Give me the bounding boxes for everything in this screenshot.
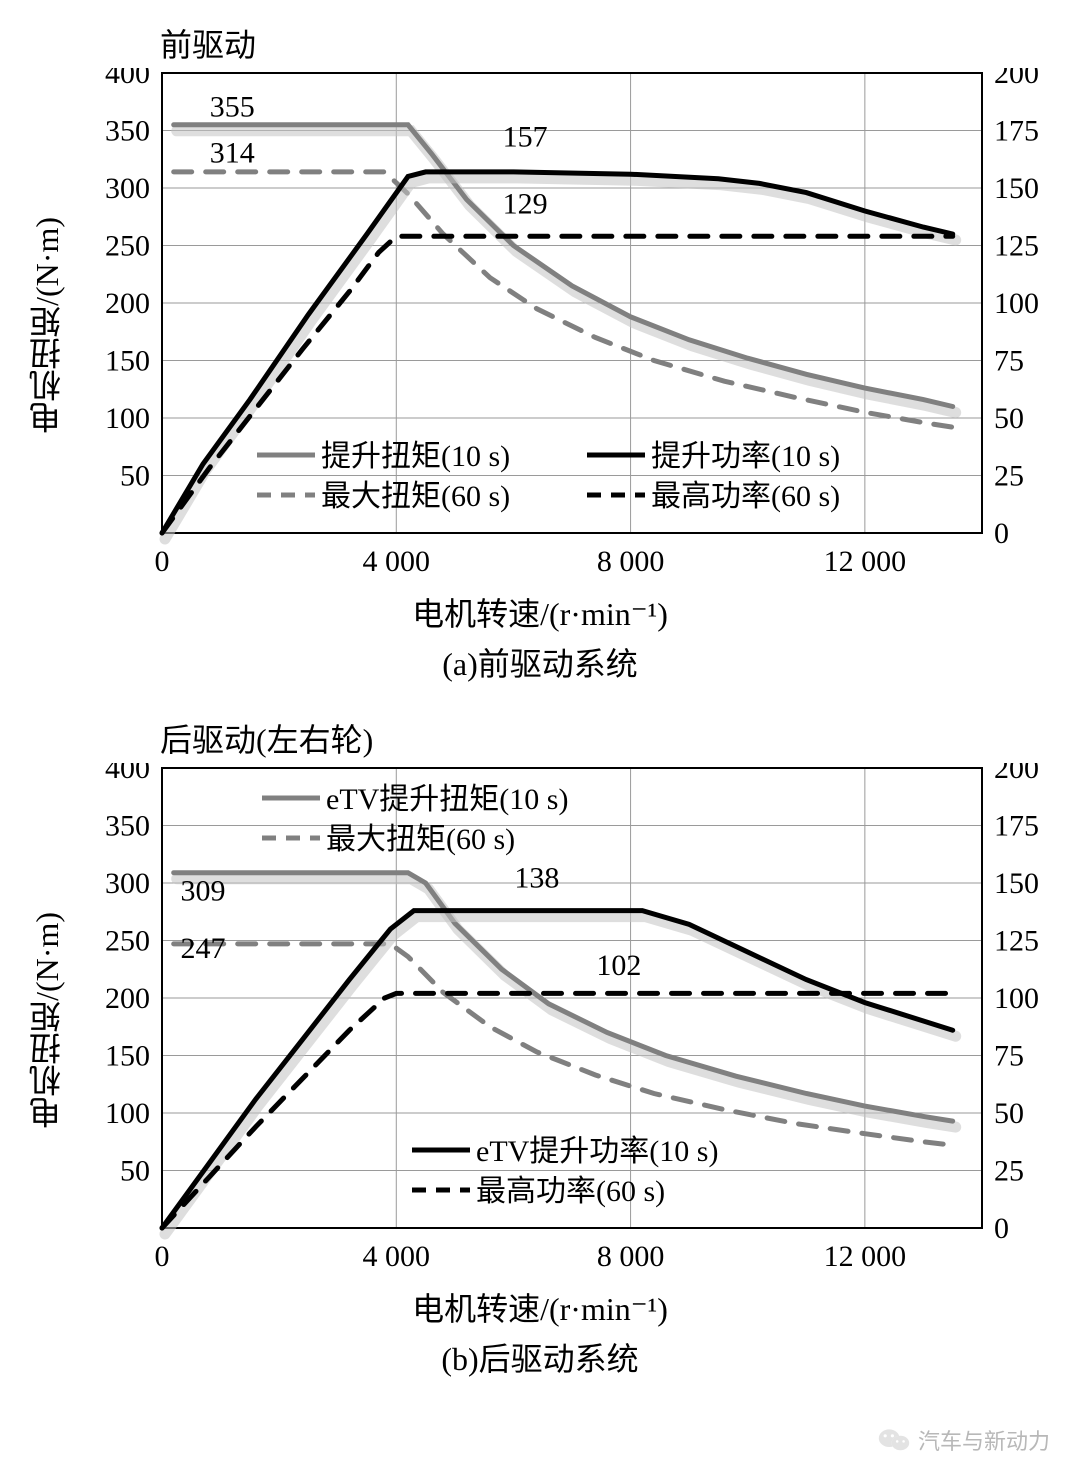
svg-text:0: 0 — [994, 1212, 1009, 1245]
svg-text:50: 50 — [994, 1097, 1024, 1130]
svg-text:150: 150 — [105, 345, 150, 378]
annotation: 314 — [210, 137, 255, 170]
chart-a-caption: (a)前驱动系统 — [20, 639, 1060, 685]
svg-text:50: 50 — [120, 460, 150, 493]
svg-text:150: 150 — [994, 172, 1039, 205]
svg-text:4 000: 4 000 — [363, 1240, 431, 1273]
svg-text:400: 400 — [105, 763, 150, 785]
annotation: 355 — [210, 91, 255, 124]
svg-text:8 000: 8 000 — [597, 1240, 665, 1273]
wechat-icon — [878, 1427, 910, 1453]
chart-a-svg: 50 100 150 200 250 300 350 400 0 25 50 75 100 125 150 1… — [74, 68, 1074, 583]
svg-text:25: 25 — [994, 1155, 1024, 1188]
footer-text: 汽车与新动力 — [918, 1424, 1050, 1456]
svg-text:0: 0 — [155, 545, 170, 578]
svg-text:150: 150 — [105, 1040, 150, 1073]
series-max_torque_60s — [174, 944, 953, 1145]
svg-text:350: 350 — [105, 810, 150, 843]
svg-text:400: 400 — [105, 68, 150, 90]
svg-text:350: 350 — [105, 115, 150, 148]
svg-text:100: 100 — [105, 402, 150, 435]
svg-text:200: 200 — [105, 287, 150, 320]
legend-label: eTV提升扭矩(10 s) — [326, 783, 568, 816]
svg-text:50: 50 — [120, 1155, 150, 1188]
svg-text:100: 100 — [994, 982, 1039, 1015]
svg-text:8 000: 8 000 — [597, 545, 665, 578]
svg-text:100: 100 — [994, 287, 1039, 320]
chart-b-xlabel: 电机转速/(r·min⁻¹) — [20, 1284, 1060, 1330]
legend-label: eTV提升功率(10 s) — [476, 1135, 718, 1168]
svg-text:125: 125 — [994, 925, 1039, 958]
svg-text:75: 75 — [994, 1040, 1024, 1073]
chart-b-title: 后驱动(左右轮) — [160, 715, 1060, 761]
svg-text:200: 200 — [105, 982, 150, 1015]
svg-text:250: 250 — [105, 925, 150, 958]
chart-a-ylabel-right: 电机功率/kW — [1074, 234, 1080, 417]
chart-a-ylabel-left: 电机扭矩/(N·m) — [20, 217, 74, 434]
svg-text:250: 250 — [105, 230, 150, 263]
chart-a-xlabel: 电机转速/(r·min⁻¹) — [20, 589, 1060, 635]
chart-a-title: 前驱动 — [160, 20, 1060, 66]
legend-label: 提升功率(10 s) — [651, 440, 840, 473]
svg-text:150: 150 — [994, 867, 1039, 900]
svg-text:125: 125 — [994, 230, 1039, 263]
annotation: 157 — [503, 121, 548, 154]
annotation: 138 — [514, 862, 559, 895]
chart-b: 后驱动(左右轮) 电机扭矩/(N·m) 50100150200250300350… — [20, 715, 1060, 1380]
legend-label: 最高功率(60 s) — [476, 1175, 665, 1208]
svg-text:175: 175 — [994, 810, 1039, 843]
svg-text:12 000: 12 000 — [824, 545, 907, 578]
svg-text:300: 300 — [105, 867, 150, 900]
legend-label: 最高功率(60 s) — [651, 480, 840, 513]
svg-text:0: 0 — [155, 1240, 170, 1273]
chart-a: 前驱动 电机扭矩/(N·m) 5010015020025030035040002… — [20, 20, 1060, 685]
svg-text:75: 75 — [994, 345, 1024, 378]
series-boost_power_10s — [162, 172, 953, 533]
svg-text:0: 0 — [994, 517, 1009, 550]
footer-watermark: 汽车与新动力 — [878, 1424, 1050, 1456]
legend-label: 最大扭矩(60 s) — [326, 823, 515, 856]
annotation: 309 — [181, 874, 226, 907]
svg-text:4 000: 4 000 — [363, 545, 431, 578]
svg-text:200: 200 — [994, 763, 1039, 785]
chart-b-svg: 50 100 150 200 250 300 350 400 0 25 50 75 100 125 150 1… — [74, 763, 1074, 1278]
annotation: 102 — [596, 949, 641, 982]
svg-text:175: 175 — [994, 115, 1039, 148]
chart-b-caption: (b)后驱动系统 — [20, 1334, 1060, 1380]
svg-text:12 000: 12 000 — [824, 1240, 907, 1273]
legend-label: 最大扭矩(60 s) — [321, 480, 510, 513]
svg-text:200: 200 — [994, 68, 1039, 90]
legend-label: 提升扭矩(10 s) — [321, 440, 510, 473]
svg-text:50: 50 — [994, 402, 1024, 435]
chart-b-ylabel-right: 电机功率/kW — [1074, 929, 1080, 1112]
svg-text:100: 100 — [105, 1097, 150, 1130]
svg-text:300: 300 — [105, 172, 150, 205]
annotation: 129 — [503, 187, 548, 220]
svg-text:25: 25 — [994, 460, 1024, 493]
annotation: 247 — [181, 932, 226, 965]
chart-b-ylabel-left: 电机扭矩/(N·m) — [20, 912, 74, 1129]
